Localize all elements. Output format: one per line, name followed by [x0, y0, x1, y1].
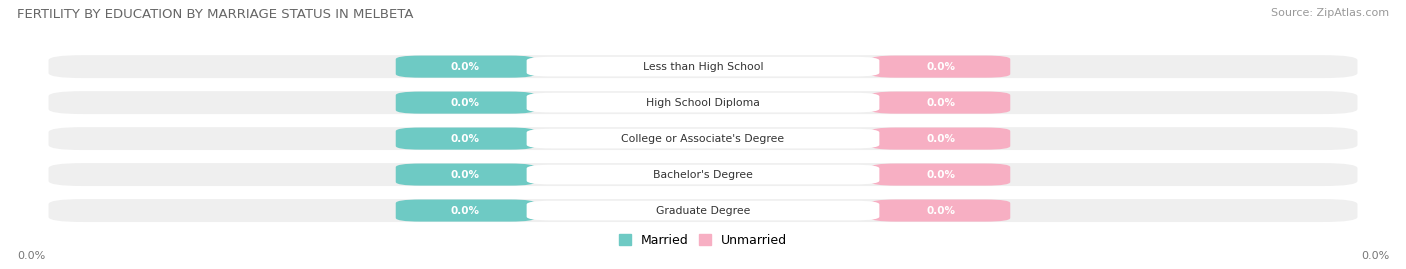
FancyBboxPatch shape — [527, 57, 879, 76]
FancyBboxPatch shape — [527, 93, 879, 112]
FancyBboxPatch shape — [872, 128, 1011, 150]
Text: 0.0%: 0.0% — [451, 206, 479, 215]
FancyBboxPatch shape — [527, 165, 879, 184]
Text: 0.0%: 0.0% — [927, 98, 955, 108]
Text: 0.0%: 0.0% — [451, 98, 479, 108]
FancyBboxPatch shape — [395, 56, 534, 78]
FancyBboxPatch shape — [395, 128, 534, 150]
FancyBboxPatch shape — [395, 200, 534, 222]
FancyBboxPatch shape — [48, 91, 1358, 114]
Text: 0.0%: 0.0% — [17, 251, 45, 261]
Text: 0.0%: 0.0% — [451, 169, 479, 180]
Text: 0.0%: 0.0% — [451, 62, 479, 72]
Text: FERTILITY BY EDUCATION BY MARRIAGE STATUS IN MELBETA: FERTILITY BY EDUCATION BY MARRIAGE STATU… — [17, 8, 413, 21]
Text: 0.0%: 0.0% — [927, 62, 955, 72]
Text: High School Diploma: High School Diploma — [647, 98, 759, 108]
Text: Bachelor's Degree: Bachelor's Degree — [652, 169, 754, 180]
Text: 0.0%: 0.0% — [927, 134, 955, 144]
FancyBboxPatch shape — [48, 199, 1358, 222]
Legend: Married, Unmarried: Married, Unmarried — [619, 234, 787, 247]
Text: 0.0%: 0.0% — [451, 134, 479, 144]
FancyBboxPatch shape — [527, 129, 879, 148]
FancyBboxPatch shape — [872, 56, 1011, 78]
FancyBboxPatch shape — [395, 164, 534, 186]
Text: Graduate Degree: Graduate Degree — [655, 206, 751, 215]
FancyBboxPatch shape — [872, 91, 1011, 114]
Text: 0.0%: 0.0% — [927, 206, 955, 215]
FancyBboxPatch shape — [527, 201, 879, 220]
Text: Less than High School: Less than High School — [643, 62, 763, 72]
Text: 0.0%: 0.0% — [927, 169, 955, 180]
FancyBboxPatch shape — [872, 200, 1011, 222]
Text: 0.0%: 0.0% — [1361, 251, 1389, 261]
FancyBboxPatch shape — [872, 164, 1011, 186]
FancyBboxPatch shape — [48, 127, 1358, 150]
FancyBboxPatch shape — [48, 55, 1358, 78]
FancyBboxPatch shape — [395, 91, 534, 114]
Text: Source: ZipAtlas.com: Source: ZipAtlas.com — [1271, 8, 1389, 18]
FancyBboxPatch shape — [48, 163, 1358, 186]
Text: College or Associate's Degree: College or Associate's Degree — [621, 134, 785, 144]
